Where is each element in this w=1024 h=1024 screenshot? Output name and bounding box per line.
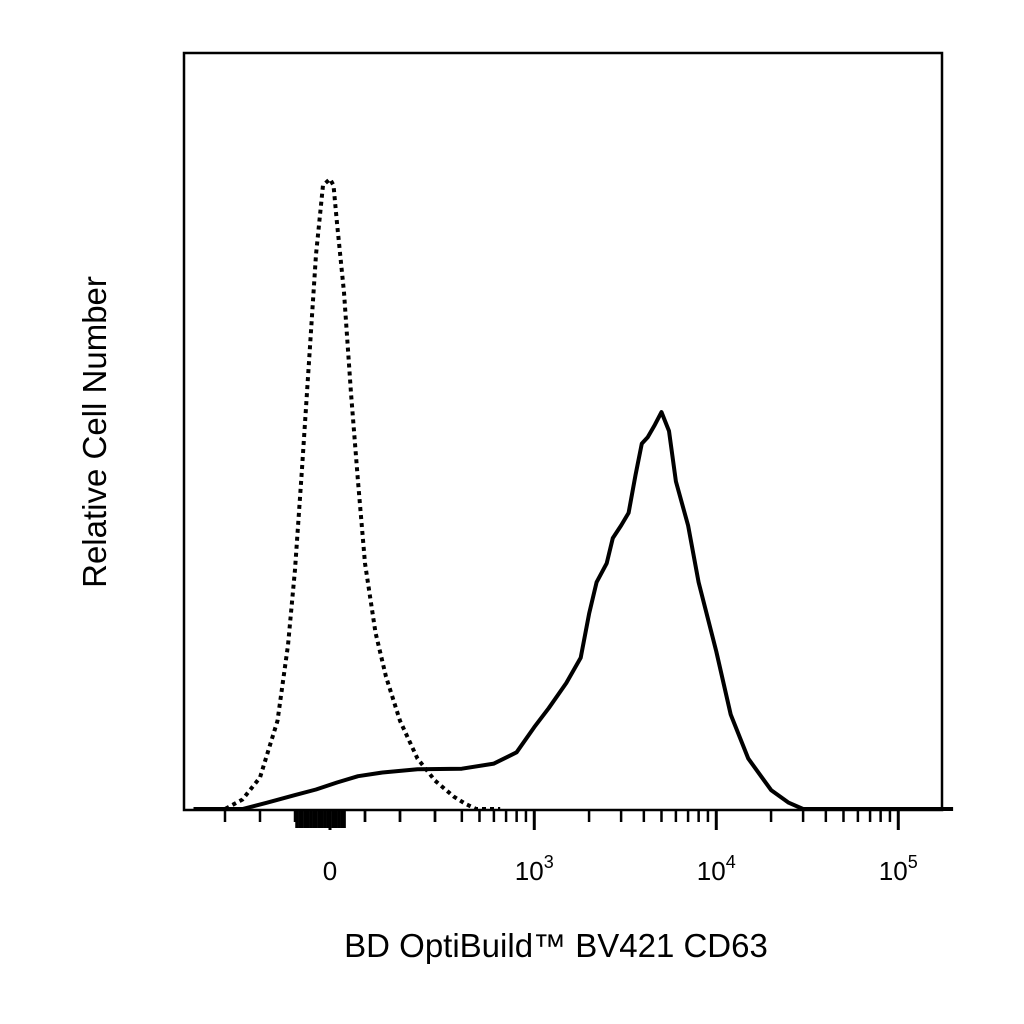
plot-frame xyxy=(182,51,944,812)
series-layer xyxy=(193,177,954,811)
series-line-solid xyxy=(193,410,954,811)
x-tick-label: 103 xyxy=(515,852,554,886)
x-tick-label: 104 xyxy=(697,852,736,886)
series-line-dotted xyxy=(193,177,501,811)
y-axis-title: Relative Cell Number xyxy=(76,276,113,588)
x-tick-label: 105 xyxy=(879,852,918,886)
x-axis-title: BD OptiBuild™ BV421 CD63 xyxy=(344,927,768,964)
x-tick-label: 0 xyxy=(323,856,337,886)
x-axis-ticks xyxy=(223,810,900,830)
x-tick-labels: 0 103 104 105 xyxy=(323,852,918,886)
